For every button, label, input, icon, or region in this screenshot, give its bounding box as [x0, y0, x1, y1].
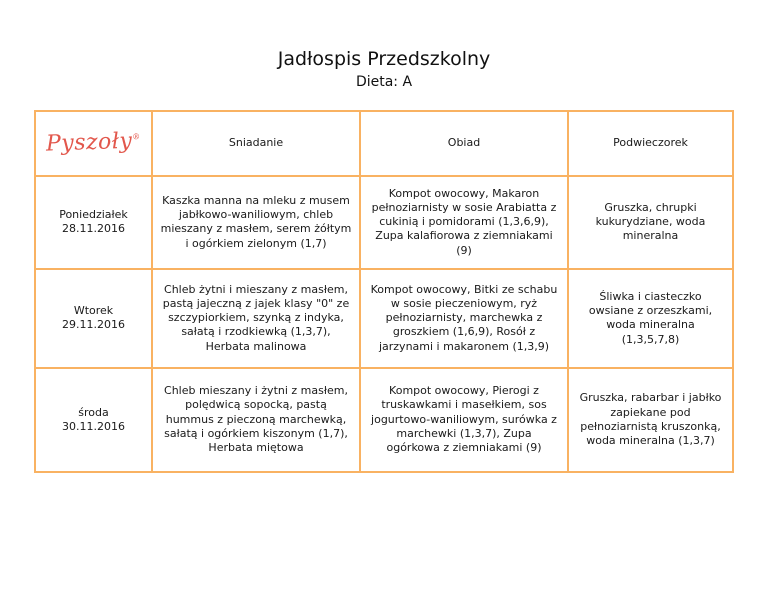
day-date: 29.11.2016: [62, 318, 125, 332]
day-date: 30.11.2016: [62, 419, 125, 433]
snack-cell: Gruszka, chrupki kukurydziane, woda mine…: [567, 174, 734, 270]
snack-cell: Śliwka i ciasteczko owsiane z orzeszkami…: [567, 267, 734, 369]
snack-cell: Gruszka, rabarbar i jabłko zapiekane pod…: [567, 366, 734, 473]
logo-cell: Pyszoły®: [34, 109, 153, 177]
table-row-wednesday: środa 30.11.2016 Chleb mieszany i żytni …: [34, 366, 734, 473]
day-name: środa: [78, 405, 109, 419]
header-lunch: Obiad: [359, 109, 569, 177]
header-breakfast: Sniadanie: [151, 109, 361, 177]
table-row-tuesday: Wtorek 29.11.2016 Chleb żytni i mieszany…: [34, 267, 734, 369]
table-row-monday: Poniedziałek 28.11.2016 Kaszka manna na …: [34, 174, 734, 270]
lunch-cell: Kompot owocowy, Pierogi z truskawkami i …: [359, 366, 569, 473]
header-snack: Podwieczorek: [567, 109, 734, 177]
breakfast-cell: Chleb żytni i mieszany z masłem, pastą j…: [151, 267, 361, 369]
day-cell: środa 30.11.2016: [34, 366, 153, 473]
breakfast-cell: Chleb mieszany i żytni z masłem, polędwi…: [151, 366, 361, 473]
breakfast-cell: Kaszka manna na mleku z musem jabłkowo-w…: [151, 174, 361, 270]
day-date: 28.11.2016: [62, 222, 125, 236]
menu-table: Pyszoły® Sniadanie Obiad Podwieczorek Po…: [34, 109, 734, 473]
lunch-cell: Kompot owocowy, Makaron pełnoziarnisty w…: [359, 174, 569, 270]
day-name: Poniedziałek: [59, 208, 128, 221]
day-name: Wtorek: [73, 304, 114, 317]
lunch-cell: Kompot owocowy, Bitki ze schabu w sosie …: [359, 267, 569, 369]
logo-text: Pyszoły: [45, 128, 133, 157]
day-cell: Wtorek 29.11.2016: [34, 267, 153, 369]
day-cell: Poniedziałek 28.11.2016: [34, 174, 153, 270]
diet-subtitle: Dieta: A: [355, 73, 413, 90]
pyszoly-logo: Pyszoły®: [46, 127, 142, 159]
table-header-row: Pyszoły® Sniadanie Obiad Podwieczorek: [34, 109, 734, 177]
document-header: Jadłospis Przedszkolny Dieta: A: [0, 48, 768, 90]
registered-mark-icon: ®: [132, 132, 141, 142]
page-title: Jadłospis Przedszkolny: [277, 48, 491, 70]
